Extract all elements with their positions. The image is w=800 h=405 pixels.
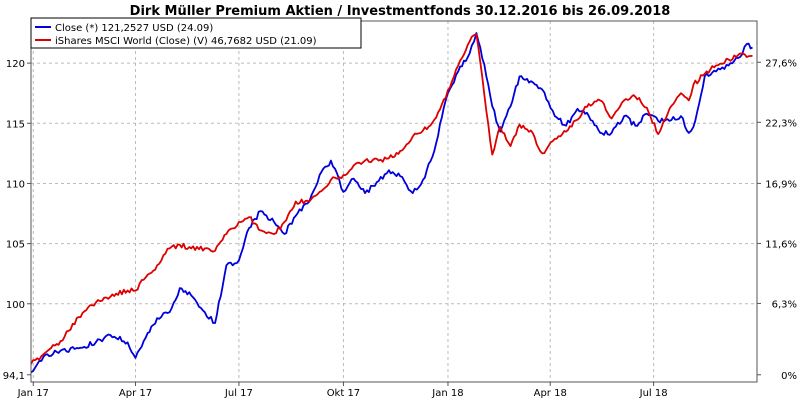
legend-box [30,17,362,49]
y-left-tick-label: 105 [6,240,25,251]
y-right-tick-label: 11,6% [765,239,797,250]
y-right-tick-label: 6,3% [772,299,797,310]
y-left-tick-label: 94,1 [3,371,25,382]
y-right-tick-label: 0% [781,371,797,382]
axis-ticks: Jan 17 Apr 17 Jul 17 Okt 17 Jan 18 Apr 18 Jul … [3,58,797,399]
x-tick-label: Jan 18 [431,388,463,399]
chart-title: Dirk Müller Premium Aktien / Investmentf… [130,4,671,19]
series-line-1 [30,33,753,365]
plot-frame [30,20,758,383]
x-tick-label: Apr 17 [119,388,152,399]
y-left-tick-label: 110 [6,179,25,190]
x-tick-label: Jan 17 [17,388,49,399]
y-left-tick-label: 115 [6,119,25,130]
y-right-tick-label: 22,3% [765,118,797,129]
legend-label-ishares: iShares MSCI World (Close) (V) 46,7682 U… [55,36,317,47]
series-layer [30,32,753,374]
y-right-tick-label: 27,6% [765,58,797,69]
x-tick-label: Okt 17 [327,388,361,399]
y-right-tick-label: 16,9% [765,179,797,190]
x-tick-label: Jul 17 [224,388,253,399]
legend: Close (*) 121,2527 USD (24.09) iShares M… [30,17,362,49]
legend-label-close: Close (*) 121,2527 USD (24.09) [55,23,213,34]
y-left-tick-label: 100 [6,300,25,311]
grid-lines [31,21,757,382]
x-tick-label: Apr 18 [534,388,567,399]
x-tick-label: Jul 18 [639,388,668,399]
series-line-0 [30,32,753,374]
y-left-tick-label: 120 [6,59,25,70]
